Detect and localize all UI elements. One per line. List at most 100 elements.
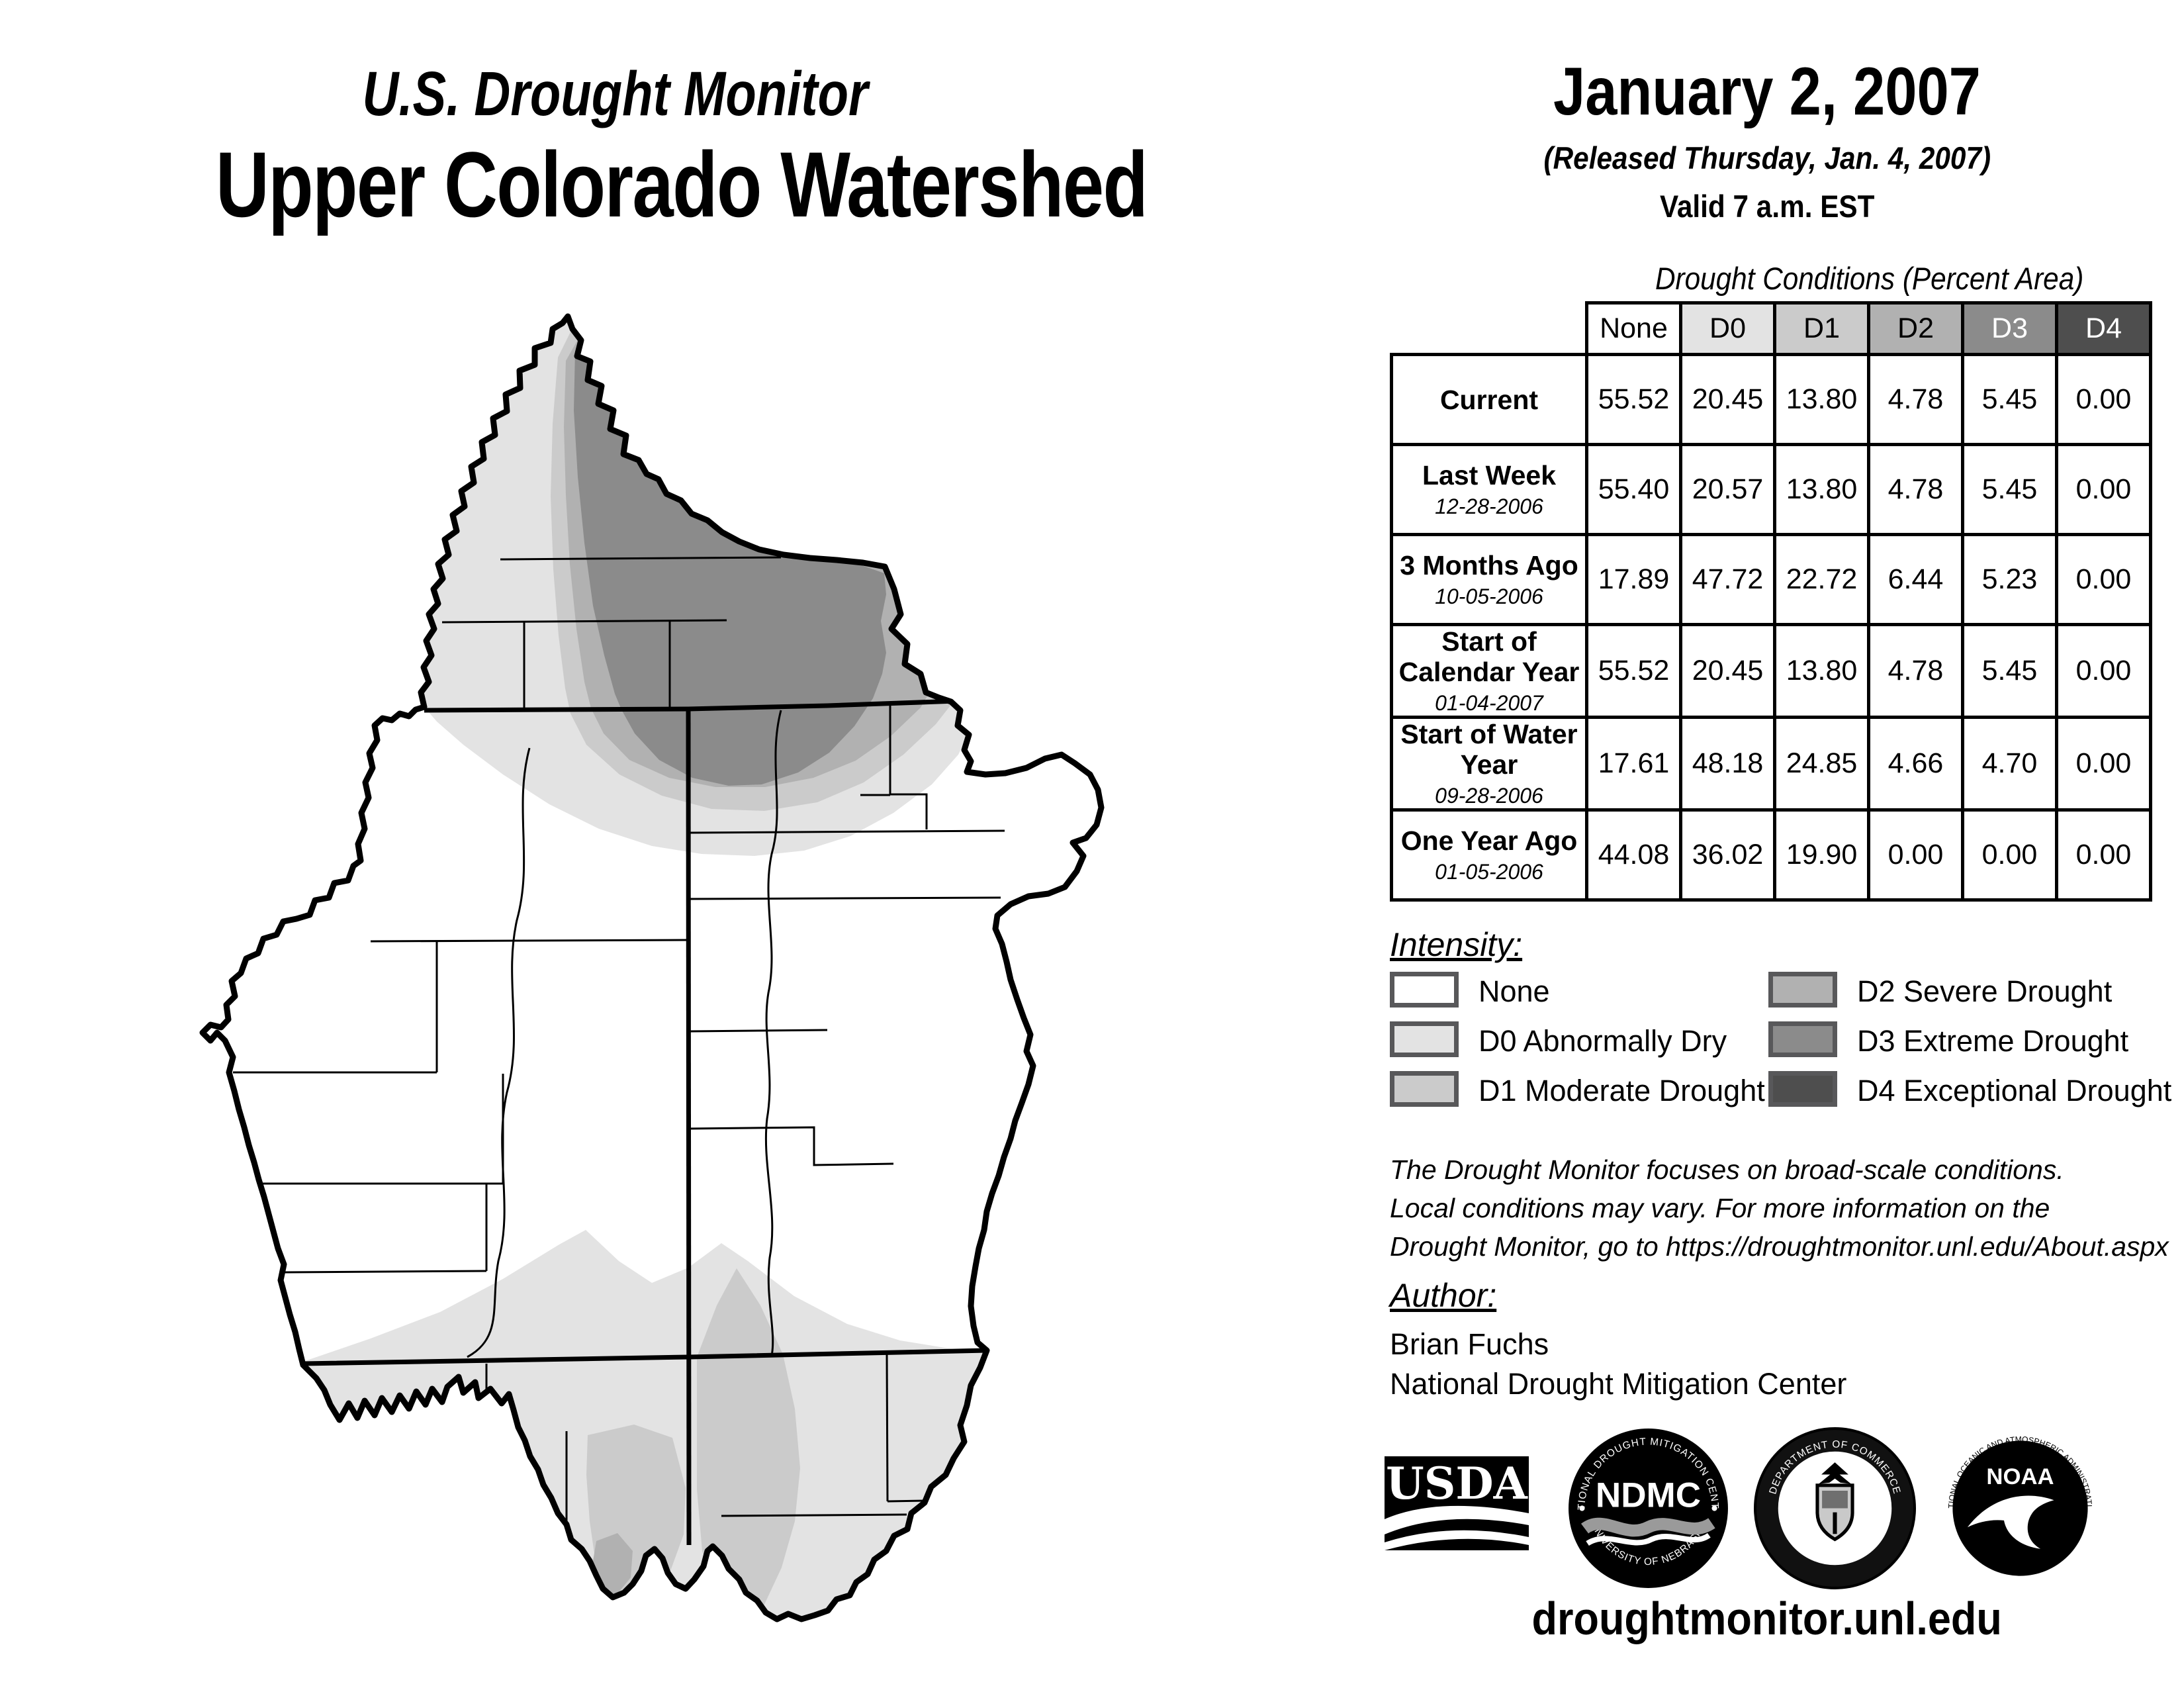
legend-label: D4 Exceptional Drought: [1857, 1074, 2172, 1107]
value-cell: 36.02: [1679, 808, 1776, 902]
page-title-text: Upper Colorado Watershed: [216, 132, 1148, 236]
legend-label: None: [1479, 974, 1550, 1008]
row-date: 10-05-2006: [1435, 585, 1543, 608]
row-label: Start of Water Year: [1400, 719, 1578, 780]
table-row: Current 55.52 20.45 13.80 4.78 5.45 0.00: [1390, 353, 2152, 446]
value-cell: 17.89: [1585, 533, 1682, 626]
drought-conditions-table: None D0 D1 D2 D3 D4 Current 55.52 20.45 13.80 4.78…: [1390, 301, 2152, 902]
value-cell: 0.00: [2055, 443, 2152, 536]
value-cell: 55.40: [1585, 443, 1682, 536]
value-cell: 5.45: [1961, 623, 2058, 719]
value-cell: 0.00: [2055, 533, 2152, 626]
legend-label: D3 Extreme Drought: [1857, 1024, 2129, 1058]
legend-swatch: [1768, 972, 1837, 1008]
table-row: Start of Calendar Year 01-04-2007 55.52 20.…: [1390, 623, 2152, 719]
column-header-none: None: [1585, 301, 1682, 356]
legend-swatch: [1390, 1071, 1459, 1107]
map-date: January 2, 2007: [1553, 54, 1981, 129]
table-row: Start of Water Year 09-28-2006 17.61 48.18 2…: [1390, 716, 2152, 812]
commerce-seal: DEPARTMENT OF COMMERCE UNITED STATES OF …: [1754, 1427, 1916, 1589]
column-header-d4: D4: [2055, 301, 2152, 356]
row-date: 01-05-2006: [1435, 860, 1543, 884]
value-cell: 19.90: [1773, 808, 1870, 902]
row-label: Start of Calendar Year: [1398, 626, 1580, 687]
value-cell: 4.78: [1867, 353, 1964, 446]
county-lines: [232, 556, 1005, 1523]
noaa-bird: [1967, 1495, 2054, 1549]
date-block: January 2, 2007 (Released Thursday, Jan.…: [1370, 53, 2164, 224]
value-cell: 0.00: [1867, 808, 1964, 902]
watershed-outline: [199, 313, 1105, 1622]
legend-label: D0 Abnormally Dry: [1479, 1024, 1727, 1058]
value-cell: 0.00: [2055, 623, 2152, 719]
legend-swatch: [1768, 1071, 1837, 1107]
column-header-d2: D2: [1867, 301, 1964, 356]
disclaimer-note: The Drought Monitor focuses on broad-sca…: [1390, 1150, 2169, 1266]
value-cell: 13.80: [1773, 443, 1870, 536]
row-label-cell: Start of Water Year 09-28-2006: [1390, 716, 1588, 812]
kicker-text: U.S. Drought Monitor: [362, 59, 869, 129]
row-label-cell: 3 Months Ago 10-05-2006: [1390, 533, 1588, 626]
row-label-cell: Start of Calendar Year 01-04-2007: [1390, 623, 1588, 719]
usda-logo-text: USDA: [1386, 1458, 1527, 1509]
row-label: Last Week: [1422, 460, 1557, 491]
value-cell: 4.66: [1867, 716, 1964, 812]
map-d3-north: [574, 346, 886, 786]
column-header-d3: D3: [1961, 301, 2058, 356]
row-date: 01-04-2007: [1435, 691, 1543, 715]
page-kicker: U.S. Drought Monitor: [0, 58, 1231, 130]
watershed-map: [199, 313, 1105, 1622]
value-cell: 4.78: [1867, 623, 1964, 719]
legend-swatch: [1390, 972, 1459, 1008]
ndmc-logo: NATIONAL DROUGHT MITIGATION CENTER UNIVE…: [1567, 1427, 1728, 1588]
value-cell: 13.80: [1773, 623, 1870, 719]
map-d2-south: [593, 1533, 633, 1595]
value-cell: 55.52: [1585, 623, 1682, 719]
value-cell: 20.45: [1679, 353, 1776, 446]
intensity-legend: None D0 Abnormally Dry D1 Moderate Drought…: [1390, 972, 2171, 1124]
noaa-logo: NATIONAL OCEANIC AND ATMOSPHERIC ADMINIS…: [1939, 1427, 2094, 1576]
disclaimer-line: Local conditions may vary. For more info…: [1390, 1193, 2050, 1223]
value-cell: 13.80: [1773, 353, 1870, 446]
legend-heading: Intensity:: [1390, 926, 1523, 963]
footer-url: droughtmonitor.unl.edu: [1531, 1593, 2003, 1644]
row-date: 12-28-2006: [1435, 494, 1543, 518]
usda-logo: USDA: [1385, 1456, 1529, 1550]
value-cell: 4.70: [1961, 716, 2058, 812]
page-title: Upper Colorado Watershed: [0, 131, 1363, 238]
legend-swatch: [1768, 1021, 1837, 1057]
row-label: 3 Months Ago: [1400, 550, 1578, 581]
value-cell: 5.45: [1961, 443, 2058, 536]
table-title: Drought Conditions (Percent Area): [1655, 261, 2084, 296]
table-row: Last Week 12-28-2006 55.40 20.57 13.80 4.78 5.…: [1390, 443, 2152, 536]
value-cell: 0.00: [1961, 808, 2058, 902]
value-cell: 22.72: [1773, 533, 1870, 626]
row-label: One Year Ago: [1400, 825, 1578, 856]
row-label-cell: One Year Ago 01-05-2006: [1390, 808, 1588, 902]
doc-eagle: [1819, 1462, 1851, 1484]
svg-text:★: ★: [1881, 1504, 1891, 1516]
legend-label: D1 Moderate Drought: [1479, 1074, 1765, 1107]
valid-time: Valid 7 a.m. EST: [1659, 189, 1875, 224]
row-label: Current: [1439, 384, 1539, 415]
author-organization: National Drought Mitigation Center: [1390, 1367, 1847, 1401]
released-date: (Released Thursday, Jan. 4, 2007): [1543, 140, 1991, 175]
column-header-d0: D0: [1679, 301, 1776, 356]
svg-text:★: ★: [1778, 1504, 1788, 1516]
legend-swatch: [1390, 1021, 1459, 1057]
noaa-center-text: NOAA: [1986, 1464, 2054, 1489]
value-cell: 0.00: [2055, 353, 2152, 446]
value-cell: 24.85: [1773, 716, 1870, 812]
value-cell: 0.00: [2055, 808, 2152, 902]
row-label-cell: Last Week 12-28-2006: [1390, 443, 1588, 536]
row-label-cell: Current: [1390, 353, 1588, 446]
value-cell: 6.44: [1867, 533, 1964, 626]
author-name: Brian Fuchs: [1390, 1327, 1549, 1361]
value-cell: 20.57: [1679, 443, 1776, 536]
table-row: 3 Months Ago 10-05-2006 17.89 47.72 22.72 6.4…: [1390, 533, 2152, 626]
value-cell: 17.61: [1585, 716, 1682, 812]
value-cell: 48.18: [1679, 716, 1776, 812]
disclaimer-line: Drought Monitor, go to https://droughtmo…: [1390, 1231, 2169, 1262]
value-cell: 0.00: [2055, 716, 2152, 812]
